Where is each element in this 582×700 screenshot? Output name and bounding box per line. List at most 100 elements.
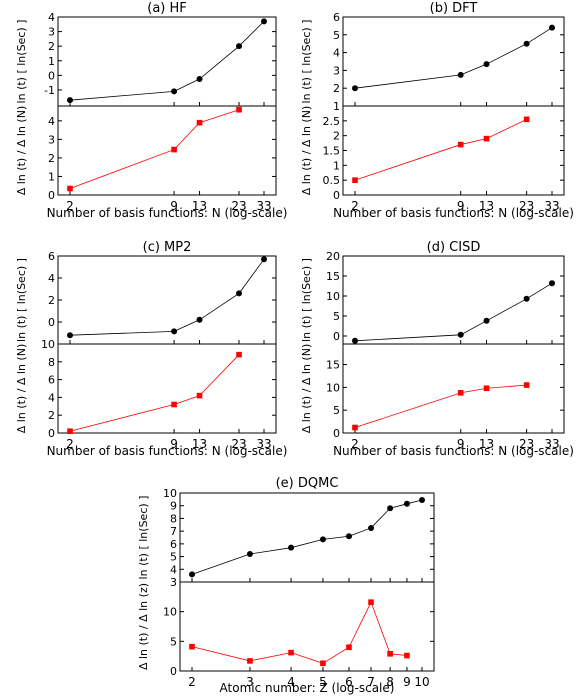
data-point [261,256,267,263]
y-tick-label: 15 [326,359,340,372]
data-point [352,177,358,183]
data-point [288,649,294,656]
upper-series-line [69,259,265,336]
y-tick-label: 4 [48,115,55,128]
x-tick-label: 2 [351,199,359,213]
data-point [368,524,375,531]
y-tick-label: 2 [333,130,340,143]
x-tick-label: 2 [66,437,74,451]
x-tick-label: 33 [544,437,559,451]
lower-series-line [69,109,240,189]
data-point [387,505,394,512]
y-tick-label: 1 [48,55,55,68]
y-tick-label: 0 [333,330,340,343]
y-tick-label: 9 [170,500,177,513]
x-tick-label: 7 [367,675,375,689]
x-tick-label: 23 [231,199,246,213]
data-point [67,185,73,192]
data-point [236,290,243,297]
x-tick-label: 13 [479,437,494,451]
chart-title: (b) DFT [430,1,478,16]
lower-y-axis-label: Δ ln (t) / Δ ln (N) [15,106,28,196]
data-point [457,71,464,78]
data-point [236,351,242,358]
x-axis-label: Number of basis functions: N (log-scale) [333,206,574,220]
data-point [196,119,203,126]
upper-y-axis-label: ln (t) [ ln(Sec) ] [15,258,28,342]
x-tick-label: 5 [319,675,327,689]
upper-series-line [354,282,553,342]
x-tick-label: 23 [231,437,246,451]
data-point [523,40,530,47]
y-tick-label: 3 [333,64,340,77]
data-point [549,24,555,31]
data-point [246,551,253,558]
x-tick-label: 33 [256,437,271,451]
x-tick-label: 23 [519,199,534,213]
data-point [189,571,195,578]
y-tick-label: 2 [48,152,55,165]
y-tick-label: 10 [326,290,340,303]
x-tick-label: 9 [170,437,178,451]
y-tick-label: 1 [333,100,340,113]
lower-series-line [354,384,527,428]
x-tick-label: 10 [414,675,429,689]
x-tick-label: 9 [457,199,465,213]
data-point [189,643,195,650]
y-tick-label: 4 [48,391,55,404]
x-tick-label: 9 [403,675,411,689]
data-point [483,317,490,324]
y-tick-label: 0 [333,427,340,440]
data-point [483,61,490,68]
lower-series-line [191,601,407,664]
x-axis-label: Atomic number: Z (log-scale) [220,681,395,695]
x-axis-label: Number of basis functions: N (log-scale) [47,206,288,220]
chart-title: (e) DQMC [276,476,339,491]
y-tick-label: 20 [326,250,340,263]
data-point [67,97,73,104]
y-tick-label: 0.5 [323,174,341,187]
y-tick-label: 3 [48,26,55,39]
y-tick-label: 10 [163,606,177,619]
upper-y-axis-label: ln (t) [ ln(Sec) ] [15,20,28,104]
y-tick-label: 4 [48,272,55,285]
x-tick-label: 13 [192,437,207,451]
upper-y-axis-label: ln (t) [ ln(Sec) ] [300,258,313,342]
x-tick-label: 9 [457,437,465,451]
y-tick-label: 5 [170,635,177,648]
x-tick-label: 23 [519,437,534,451]
data-point [523,295,530,302]
data-point [196,316,203,323]
data-point [171,401,177,408]
y-tick-label: 15 [326,270,340,283]
data-point [171,88,178,95]
y-tick-label: 5 [333,29,340,42]
x-tick-label: 9 [170,199,178,213]
data-point [196,76,203,83]
y-tick-label: 0 [48,69,55,82]
upper-y-axis-label: ln (t) [ ln(Sec) ] [137,496,150,580]
chart-title: (c) MP2 [143,240,192,255]
y-tick-label: 0 [48,316,55,329]
data-point [404,652,410,659]
x-tick-label: 2 [351,437,359,451]
data-point [483,385,490,392]
data-point [236,106,242,113]
y-tick-label: 1 [333,159,340,172]
y-tick-label: 5 [170,551,177,564]
data-point [261,18,267,25]
y-tick-label: 6 [48,250,55,263]
y-tick-label: 1 [48,170,55,183]
y-tick-label: 2 [48,294,55,307]
x-tick-label: 33 [256,199,271,213]
y-tick-label: 0 [48,427,55,440]
data-point [171,328,178,335]
data-point [346,644,352,651]
upper-y-axis-label: ln (t) [ ln(Sec) ] [300,20,313,104]
y-tick-label: 8 [48,356,55,369]
data-point [352,424,358,431]
